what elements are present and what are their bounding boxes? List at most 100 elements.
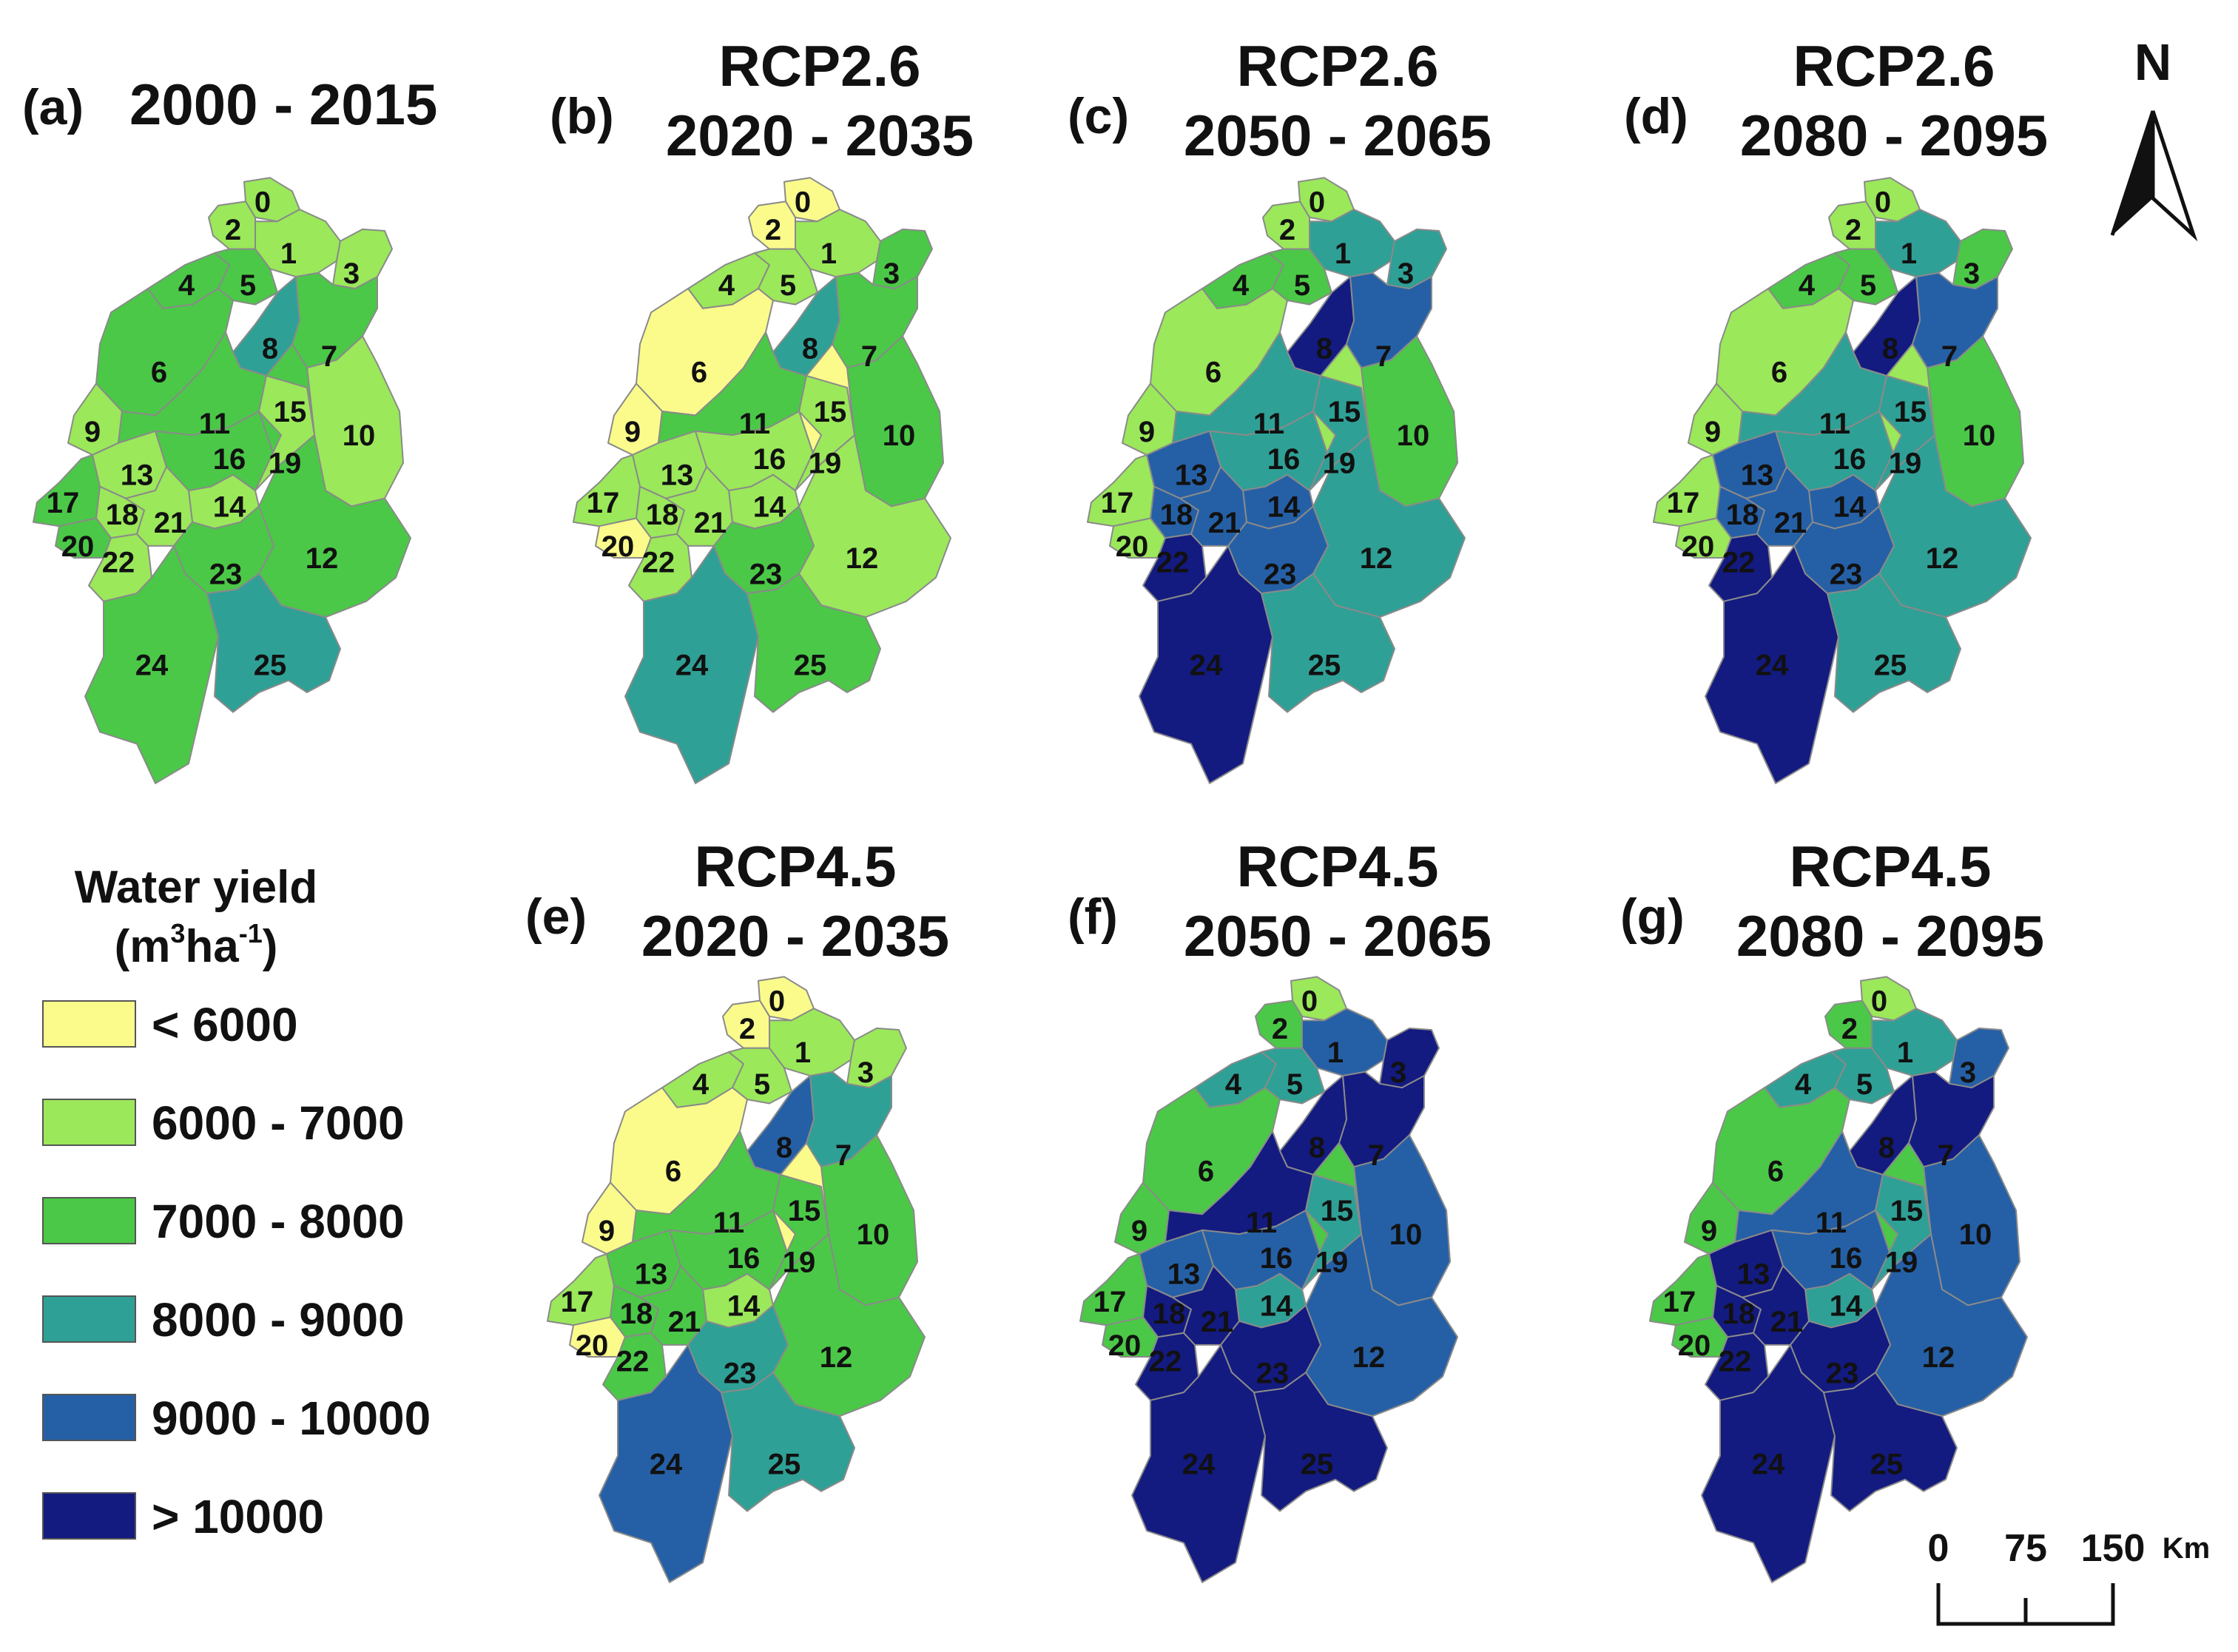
- district-label: 5: [780, 269, 796, 302]
- scale-tick-150: 150: [2081, 1527, 2146, 1570]
- district-label: 10: [1389, 1218, 1423, 1251]
- district-label: 25: [1870, 1448, 1904, 1480]
- district-label: 16: [1260, 1242, 1293, 1275]
- district-label: 7: [1375, 340, 1392, 373]
- district-label: 18: [620, 1298, 653, 1330]
- district-24: [84, 545, 219, 784]
- district-25: [1823, 1372, 1958, 1512]
- legend-swatch: [42, 1394, 136, 1441]
- district-label: 21: [1770, 1306, 1804, 1338]
- district-label: 9: [1705, 416, 1721, 448]
- district-label: 13: [1741, 459, 1774, 492]
- district-label: 8: [1878, 1131, 1895, 1164]
- district-label: 0: [1875, 186, 1891, 218]
- district-label: 5: [1860, 269, 1876, 302]
- district-label: 20: [61, 530, 95, 563]
- district-label: 14: [753, 490, 786, 523]
- district-label: 16: [727, 1242, 761, 1275]
- district-label: 5: [1287, 1068, 1303, 1101]
- district-label: 1: [795, 1036, 811, 1069]
- district-label: 22: [1719, 1345, 1752, 1378]
- district-label: 24: [1756, 649, 1789, 681]
- district-label: 3: [1960, 1056, 1976, 1089]
- district-label: 3: [883, 257, 900, 290]
- district-19: [1301, 1173, 1362, 1290]
- district-label: 13: [1167, 1258, 1201, 1291]
- district-label: 0: [1301, 985, 1318, 1018]
- district-25: [1253, 1372, 1388, 1512]
- legend-label: 6000 - 7000: [152, 1096, 405, 1150]
- district-label: 3: [857, 1056, 874, 1089]
- legend-label: 7000 - 8000: [152, 1195, 405, 1248]
- district-label: 4: [1233, 269, 1250, 302]
- district-label: 13: [661, 459, 694, 492]
- scale-tick-0: 0: [1928, 1527, 1949, 1570]
- district-label: 21: [1774, 507, 1807, 539]
- legend: Water yield (m3ha-1) < 6000 6000 - 7000 70…: [42, 862, 431, 1543]
- district-label: 20: [1108, 1329, 1142, 1362]
- panel-letter: (d): [1624, 88, 1688, 144]
- district-label: 20: [1682, 530, 1715, 563]
- district-label: 2: [765, 214, 781, 246]
- district-5: [1261, 1047, 1325, 1105]
- district-label: 15: [788, 1195, 821, 1227]
- district-label: 12: [1922, 1341, 1955, 1374]
- district-label: 4: [692, 1068, 710, 1101]
- district-label: 10: [1963, 419, 1996, 452]
- district-25: [1827, 573, 1961, 713]
- district-label: 18: [1153, 1298, 1186, 1330]
- district-label: 8: [1316, 332, 1332, 365]
- district-label: 0: [795, 186, 811, 218]
- district-19: [1875, 374, 1935, 491]
- district-label: 19: [783, 1247, 816, 1279]
- panel-period: 2020 - 2035: [666, 103, 974, 168]
- district-5: [214, 248, 278, 306]
- district-24: [599, 1343, 733, 1583]
- district-16: [695, 411, 818, 491]
- district-label: 25: [254, 649, 287, 681]
- legend-swatch: [42, 1099, 136, 1146]
- panel-period: 2050 - 2065: [1184, 103, 1492, 168]
- legend-label: > 10000: [152, 1490, 324, 1543]
- panel-scenario: RCP2.6: [1793, 33, 1995, 98]
- district-16: [1775, 411, 1898, 491]
- district-label: 17: [1667, 487, 1700, 519]
- district-label: 7: [321, 340, 337, 373]
- district-3: [332, 228, 393, 290]
- district-label: 15: [274, 396, 307, 428]
- district-19: [1309, 374, 1369, 491]
- district-label: 18: [646, 499, 679, 531]
- district-label: 21: [1201, 1306, 1234, 1338]
- district-label: 9: [84, 416, 101, 448]
- district-label: 24: [650, 1448, 683, 1480]
- legend-swatch: [42, 1295, 136, 1343]
- district-label: 11: [1253, 408, 1284, 440]
- district-label: 0: [1871, 985, 1887, 1018]
- district-label: 3: [1390, 1056, 1406, 1089]
- panel-period: 2080 - 2095: [1740, 103, 2048, 168]
- scale-tick-75: 75: [2004, 1527, 2047, 1570]
- legend-swatch: [42, 1492, 136, 1540]
- district-label: 7: [835, 1139, 852, 1172]
- district-5: [1268, 248, 1332, 306]
- district-label: 4: [1795, 1068, 1812, 1101]
- district-label: 10: [883, 419, 916, 452]
- district-label: 18: [106, 499, 139, 531]
- district-label: 9: [1139, 416, 1155, 448]
- district-label: 6: [151, 357, 167, 389]
- district-label: 24: [135, 649, 169, 681]
- district-19: [795, 374, 855, 491]
- district-5: [754, 248, 818, 306]
- district-label: 6: [1771, 357, 1787, 389]
- panel-letter: (b): [550, 88, 614, 144]
- district-label: 23: [1264, 558, 1297, 590]
- panel-period: 2050 - 2065: [1184, 903, 1492, 968]
- district-label: 14: [1260, 1289, 1293, 1322]
- district-label: 10: [1397, 419, 1430, 452]
- district-label: 1: [1901, 237, 1917, 270]
- panel-letter: (f): [1068, 889, 1118, 945]
- panel-scenario: RCP4.5: [1236, 834, 1438, 899]
- district-5: [728, 1047, 792, 1105]
- district-label: 19: [269, 448, 302, 480]
